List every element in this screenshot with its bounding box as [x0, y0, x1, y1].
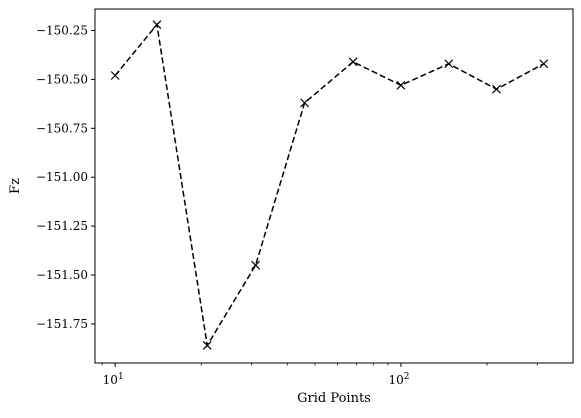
x-tick-label: 102 — [388, 372, 409, 387]
y-tick-label: −151.75 — [36, 317, 88, 331]
series-line — [114, 22, 545, 348]
plot-area-frame — [94, 8, 574, 364]
data-point-marker — [444, 59, 454, 69]
data-point-marker — [202, 340, 212, 350]
data-point-marker — [348, 57, 358, 67]
y-axis-label: Fz — [8, 178, 23, 194]
data-point-marker — [300, 98, 309, 108]
x-tick-label-base: 10 — [103, 373, 118, 387]
data-series — [110, 20, 549, 350]
x-axis-label: Grid Points — [297, 391, 371, 406]
data-point-marker — [539, 59, 549, 69]
y-tick-label: −150.50 — [36, 72, 88, 86]
y-tick-label: −151.50 — [36, 268, 88, 282]
axis-ticks: −150.25 −150.50 −150.75 −151.00 −151.25 −151.… — [36, 24, 538, 387]
data-point-marker — [152, 20, 162, 30]
y-tick-label: −151.00 — [36, 170, 88, 184]
y-tick-label: −150.75 — [36, 121, 88, 135]
x-tick-label-exponent: 2 — [404, 372, 410, 382]
x-tick-label-base: 10 — [388, 373, 403, 387]
y-tick-label: −150.25 — [36, 24, 88, 38]
x-tick-label: 101 — [103, 372, 124, 387]
data-point-marker — [110, 71, 120, 80]
data-point-marker — [492, 84, 501, 94]
y-tick-label: −151.25 — [36, 219, 88, 233]
x-tick-label-exponent: 1 — [118, 372, 124, 382]
data-point-marker — [396, 80, 406, 90]
data-point-marker — [251, 260, 261, 270]
